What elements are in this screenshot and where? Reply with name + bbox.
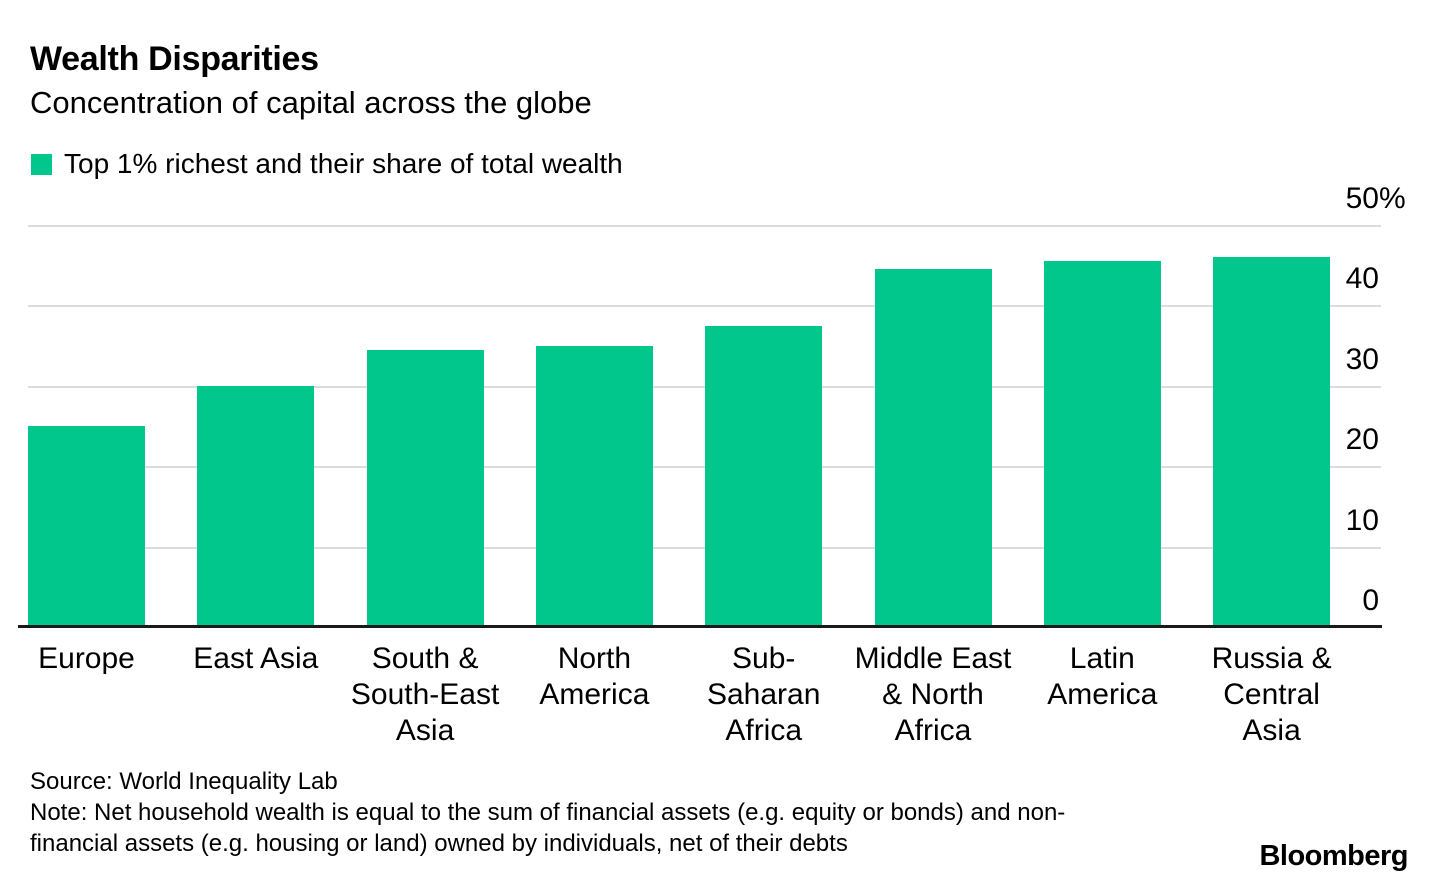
x-label-line: Central [1223,678,1320,711]
gridline-30 [28,385,1381,388]
y-tick-value: 0 [1362,584,1379,617]
y-tick-unit [1379,422,1408,458]
legend-label: Top 1% richest and their share of total … [64,148,623,179]
legend-swatch-icon [31,153,52,175]
y-tick-50: 50% [1268,181,1408,217]
y-tick-value: 50 [1345,182,1379,215]
x-label-middle-east-north-africa: Middle East & North Africa [848,641,1018,749]
plot-area [28,225,1381,627]
x-label-europe: Europe [2,641,172,677]
y-tick-10: 10 [1268,503,1408,539]
chart-subtitle: Concentration of capital across the glob… [30,85,592,120]
y-tick-unit [1379,503,1408,539]
x-label-line: North [557,642,632,675]
y-tick-0: 0 [1268,583,1408,619]
bar-north-america [535,345,653,627]
x-label-line: America [1047,678,1158,711]
y-tick-unit [1379,342,1408,378]
x-label-east-asia: East Asia [171,641,341,677]
x-label-line: & North [882,678,984,711]
note-text-line2: financial assets (e.g. housing or land) … [30,830,848,857]
x-label-north-america: North America [509,641,679,713]
bar-russia-central-asia [1213,257,1331,627]
x-label-latin-america: Latin America [1017,641,1187,713]
x-label-south-south-east-asia: South & South-East Asia [340,641,510,749]
y-tick-unit: % [1379,182,1406,215]
x-label-line: Sub-Saharan [706,642,821,711]
y-tick-40: 40 [1268,261,1408,297]
y-tick-value: 20 [1345,423,1379,457]
note-text-line1: Note: Net household wealth is equal to t… [30,799,1066,826]
x-label-line: America [539,678,650,711]
bar-east-asia [197,385,315,627]
x-label-russia-central-asia: Russia & Central Asia [1187,641,1357,749]
y-tick-30: 30 [1268,342,1408,378]
y-tick-unit [1379,261,1408,297]
bar-europe [28,426,145,627]
x-label-line: Africa [894,714,972,747]
bar-middle-east-north-africa [874,269,992,627]
gridline-40 [28,305,1381,308]
bar-south-south-east-asia [366,349,484,627]
x-label-line: South & [371,642,479,675]
y-tick-value: 30 [1345,342,1379,376]
footer: Source: World Inequality Lab Note: Net h… [30,766,1065,859]
y-tick-value: 10 [1345,503,1379,537]
x-axis-line [18,625,1382,628]
source-text: Source: World Inequality Lab [30,768,338,795]
legend: Top 1% richest and their share of total … [31,148,623,180]
gridline-10 [28,546,1381,549]
y-tick-unit [1379,583,1408,619]
x-label-sub-saharan-africa: Sub-Saharan Africa [679,641,849,749]
gridline-50 [28,225,1381,227]
gridline-20 [28,466,1381,469]
x-label-line: Asia [395,714,455,747]
bar-sub-saharan-africa [705,325,823,627]
x-label-line: Middle East [854,642,1012,675]
chart-title: Wealth Disparities [30,40,319,78]
x-label-line: Africa [725,714,803,747]
bloomberg-logo: Bloomberg [1259,840,1408,872]
x-label-line: South-East [350,678,500,711]
x-label-line: East Asia [193,642,319,675]
x-label-line: Russia & [1211,642,1332,675]
y-tick-20: 20 [1268,422,1408,458]
x-label-line: Latin [1069,642,1135,675]
x-label-line: Europe [38,642,135,675]
bar-latin-america [1043,261,1161,627]
y-tick-value: 40 [1345,262,1379,296]
x-label-line: Asia [1242,714,1301,747]
